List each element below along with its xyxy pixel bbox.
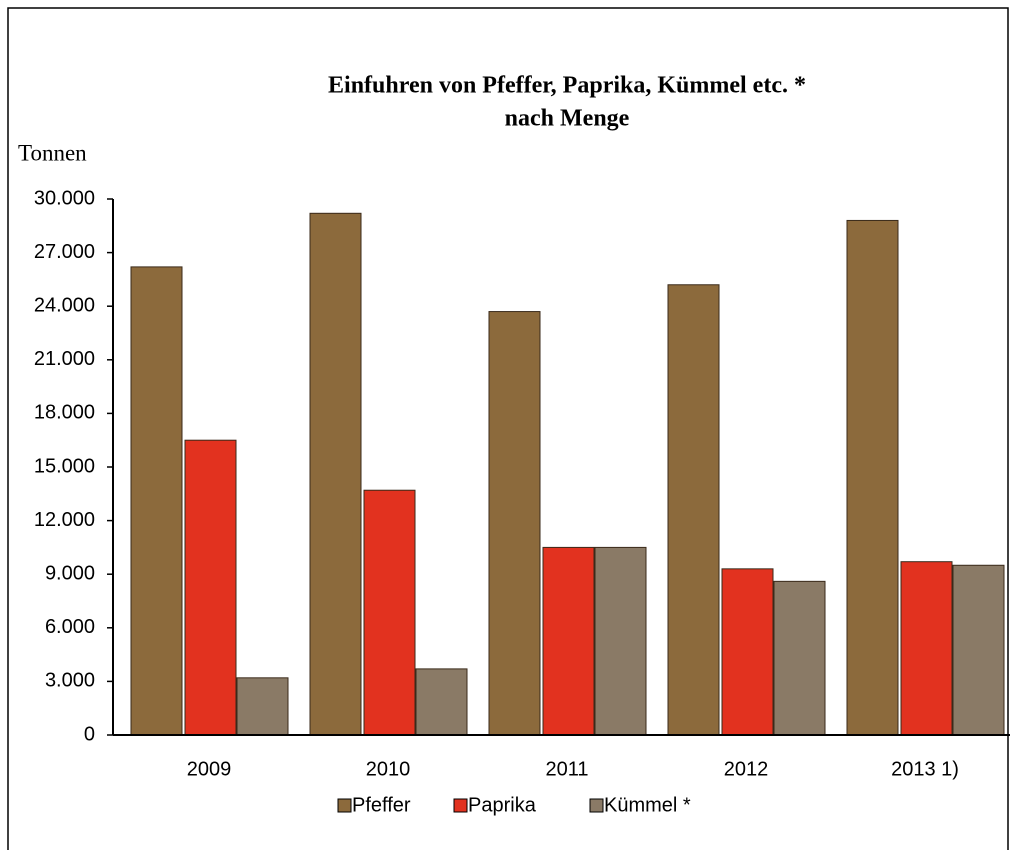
y-tick-label: 9.000 bbox=[45, 562, 95, 584]
x-tick-label: 2012 bbox=[724, 758, 769, 780]
legend-label: Pfeffer bbox=[352, 794, 411, 816]
bar bbox=[416, 669, 467, 735]
legend-swatch bbox=[454, 799, 467, 812]
bar bbox=[543, 547, 594, 735]
x-tick-label: 2009 bbox=[187, 758, 232, 780]
bar bbox=[722, 569, 773, 735]
y-tick-label: 21.000 bbox=[34, 348, 95, 370]
legend-label: Kümmel * bbox=[604, 794, 691, 816]
bar bbox=[953, 565, 1004, 735]
bar bbox=[901, 562, 952, 735]
x-tick-label: 2011 bbox=[545, 758, 588, 780]
legend-swatch bbox=[338, 799, 351, 812]
chart-subtitle: nach Menge bbox=[505, 106, 630, 132]
y-tick-label: 0 bbox=[84, 723, 95, 745]
bar bbox=[237, 678, 288, 735]
bar bbox=[489, 312, 540, 735]
x-tick-label: 2010 bbox=[366, 758, 411, 780]
bar bbox=[310, 213, 361, 735]
bar bbox=[595, 547, 646, 735]
y-tick-label: 30.000 bbox=[34, 187, 95, 209]
chart: Einfuhren von Pfeffer, Paprika, Kümmel e… bbox=[0, 0, 1012, 850]
bar bbox=[668, 285, 719, 735]
x-tick-label: 2013 1) bbox=[891, 758, 959, 780]
legend-swatch bbox=[590, 799, 603, 812]
y-tick-label: 12.000 bbox=[34, 509, 95, 531]
bar bbox=[185, 440, 236, 735]
y-tick-label: 18.000 bbox=[34, 402, 95, 424]
bar bbox=[774, 581, 825, 735]
y-tick-label: 24.000 bbox=[34, 294, 95, 316]
y-tick-label: 3.000 bbox=[45, 670, 95, 692]
bar bbox=[364, 490, 415, 735]
legend-label: Paprika bbox=[468, 794, 537, 816]
y-tick-label: 6.000 bbox=[45, 616, 95, 638]
y-tick-label: 27.000 bbox=[34, 241, 95, 263]
chart-title: Einfuhren von Pfeffer, Paprika, Kümmel e… bbox=[328, 73, 806, 99]
bar bbox=[131, 267, 182, 735]
y-axis-label: Tonnen bbox=[18, 140, 87, 165]
bar bbox=[847, 220, 898, 735]
y-tick-label: 15.000 bbox=[34, 455, 95, 477]
